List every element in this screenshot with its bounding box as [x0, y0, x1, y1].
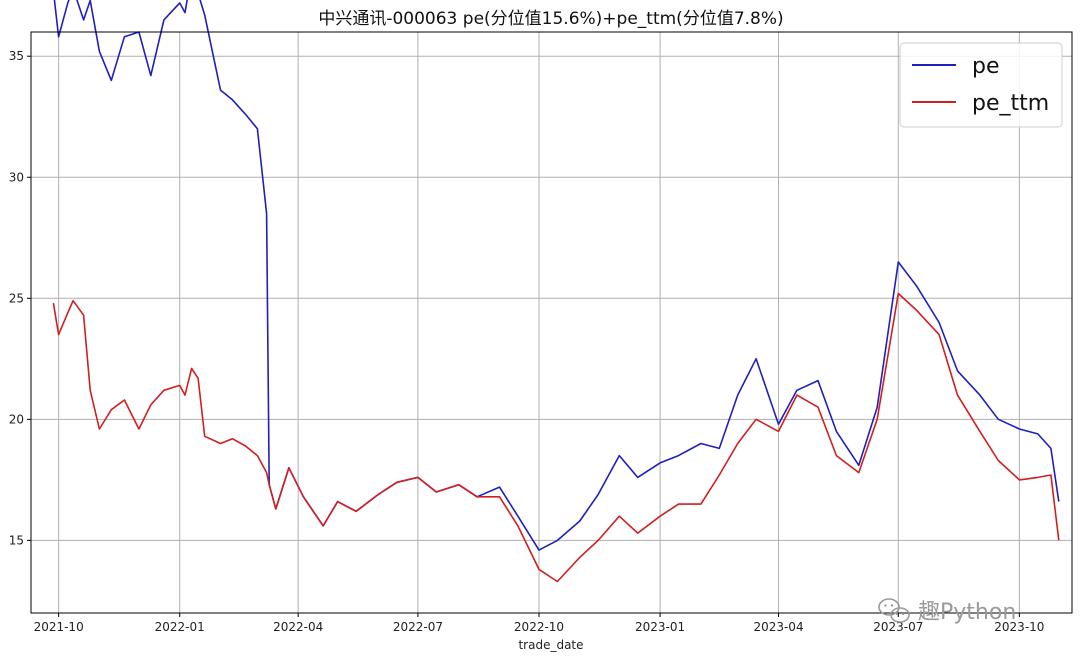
x-tick-label: 2023-04	[753, 620, 803, 634]
y-tick-label: 35	[9, 49, 24, 63]
y-axis: 15 20 25 30 35	[9, 49, 31, 547]
series-line-pe-ttm	[52, 292, 1060, 583]
y-tick-label: 30	[9, 170, 24, 184]
legend-label-pe-ttm: pe_ttm	[972, 91, 1049, 116]
chart-title: 中兴通讯-000063 pe(分位值15.6%)+pe_ttm(分位值7.8%)	[318, 9, 783, 29]
x-axis: 2021-10 2022-01 2022-04 2022-07 2022-10 2023-…	[34, 613, 1044, 634]
series-lines	[52, 0, 1060, 583]
legend: pe pe_ttm	[899, 42, 1063, 128]
x-axis-title: trade_date	[518, 638, 583, 652]
y-tick-label: 15	[9, 533, 24, 547]
x-tick-label: 2022-07	[393, 620, 443, 634]
x-tick-label: 2023-10	[994, 620, 1044, 634]
grid	[31, 32, 1072, 613]
x-tick-label: 2022-10	[514, 620, 564, 634]
y-tick-label: 25	[9, 291, 24, 305]
x-tick-label: 2022-01	[155, 620, 205, 634]
plot-frame	[30, 31, 1073, 614]
x-tick-label: 2023-01	[635, 620, 685, 634]
legend-label-pe: pe	[972, 54, 1000, 79]
wechat-icon	[878, 598, 910, 623]
y-tick-label: 20	[9, 412, 24, 426]
x-tick-label: 2021-10	[34, 620, 84, 634]
x-tick-label: 2022-04	[273, 620, 323, 634]
watermark-text: 趣Python	[918, 600, 1016, 625]
watermark: 趣Python	[878, 598, 1016, 625]
x-tick-label: 2023-07	[873, 620, 923, 634]
